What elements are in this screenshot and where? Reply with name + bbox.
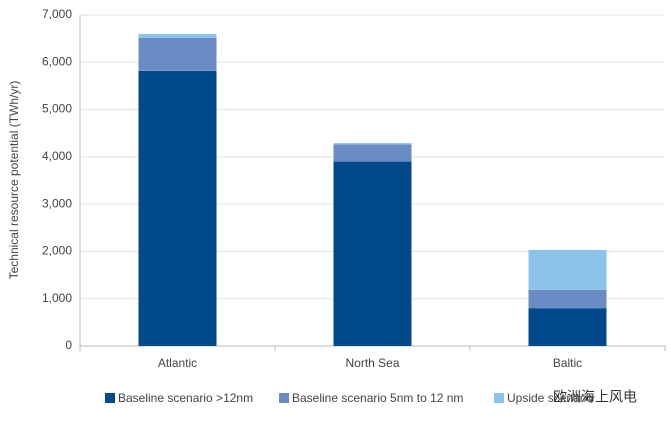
y-tick-label: 1,000 bbox=[42, 291, 72, 305]
bar-segment bbox=[333, 161, 412, 346]
x-tick-label: Atlantic bbox=[158, 356, 197, 370]
bar-segment bbox=[138, 33, 217, 38]
watermark: 欧洲海上风电 bbox=[553, 389, 637, 405]
bar-segment bbox=[528, 308, 607, 346]
legend-swatch bbox=[279, 393, 289, 403]
y-tick-label: 5,000 bbox=[42, 102, 72, 116]
bar-segment bbox=[138, 70, 217, 346]
legend-label: Baseline scenario 5nm to 12 nm bbox=[292, 391, 463, 405]
y-tick-label: 0 bbox=[65, 338, 72, 352]
x-tick-label: North Sea bbox=[345, 356, 399, 370]
y-tick-label: 6,000 bbox=[42, 54, 72, 68]
bar-segment bbox=[333, 144, 412, 162]
y-tick-label: 3,000 bbox=[42, 196, 72, 210]
legend-label: Baseline scenario >12nm bbox=[118, 391, 253, 405]
bar-segment bbox=[528, 289, 607, 309]
x-tick-label: Baltic bbox=[553, 356, 582, 370]
bar-segment bbox=[138, 37, 217, 71]
legend-swatch bbox=[494, 393, 504, 403]
y-tick-label: 7,000 bbox=[42, 7, 72, 21]
bar-segment bbox=[528, 250, 607, 290]
y-tick-label: 2,000 bbox=[42, 244, 72, 258]
legend-swatch bbox=[105, 393, 115, 403]
bar-segment bbox=[333, 143, 412, 145]
legend-label: Upside scenario bbox=[507, 391, 593, 405]
y-axis-label: Technical resource potential (TWh/yr) bbox=[7, 81, 21, 280]
y-tick-label: 4,000 bbox=[42, 149, 72, 163]
